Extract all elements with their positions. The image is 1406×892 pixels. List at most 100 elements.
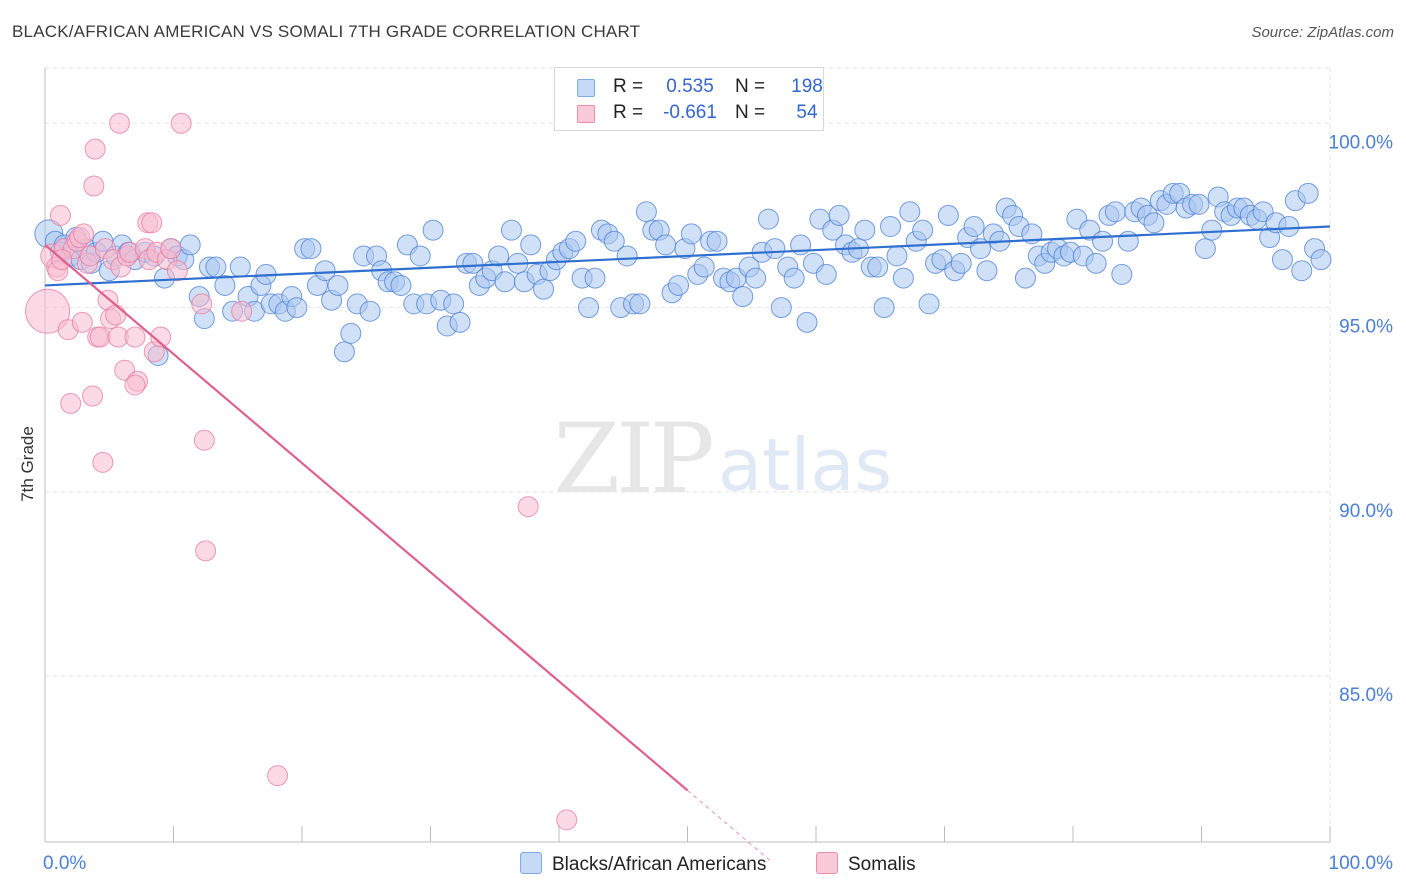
point-blacks <box>520 234 542 256</box>
point-blacks <box>732 286 754 308</box>
y-tick-label: 100.0% <box>1329 132 1394 153</box>
legend-label-somalis: Somalis <box>848 854 916 875</box>
point-somalis <box>105 304 127 326</box>
point-blacks <box>854 219 876 241</box>
point-blacks <box>918 293 940 315</box>
point-blacks <box>488 245 510 267</box>
point-somalis <box>71 311 93 333</box>
point-blacks <box>770 297 792 319</box>
r-value: 0.535 <box>666 76 714 97</box>
point-blacks <box>867 256 889 278</box>
legend-swatch-somalis <box>816 852 838 874</box>
point-blacks <box>340 322 362 344</box>
point-blacks <box>565 230 587 252</box>
point-blacks <box>693 256 715 278</box>
watermark-atlas: atlas <box>718 423 892 507</box>
point-blacks <box>937 204 959 226</box>
y-tick-label: 90.0% <box>1339 501 1393 522</box>
point-blacks <box>333 341 355 363</box>
point-blacks <box>1297 182 1319 204</box>
point-somalis <box>82 385 104 407</box>
point-blacks <box>449 311 471 333</box>
point-blacks <box>462 252 484 274</box>
point-blacks <box>578 297 600 319</box>
stats-box: R = 0.535 N = 198 R = -0.661 N = 54 <box>554 67 824 131</box>
point-blacks <box>745 267 767 289</box>
point-blacks <box>783 267 805 289</box>
point-blacks <box>422 219 444 241</box>
point-blacks <box>533 278 555 300</box>
trend-lines <box>44 225 1331 862</box>
point-blacks <box>616 245 638 267</box>
point-blacks <box>494 271 516 293</box>
point-blacks <box>796 311 818 333</box>
point-blacks <box>1310 249 1332 271</box>
point-blacks <box>886 245 908 267</box>
point-blacks <box>1278 215 1300 237</box>
point-somalis <box>89 326 111 348</box>
point-blacks <box>443 293 465 315</box>
point-somalis <box>191 293 213 315</box>
point-blacks <box>880 215 902 237</box>
chart-title: BLACK/AFRICAN AMERICAN VS SOMALI 7TH GRA… <box>12 22 641 41</box>
point-blacks <box>286 297 308 319</box>
point-blacks <box>815 263 837 285</box>
point-somalis <box>517 496 539 518</box>
point-somalis <box>231 300 253 322</box>
point-blacks <box>899 201 921 223</box>
point-blacks <box>1143 212 1165 234</box>
point-blacks <box>950 252 972 274</box>
point-somalis <box>73 223 95 245</box>
point-somalis <box>141 212 163 234</box>
point-blacks <box>706 230 728 252</box>
point-somalis <box>195 540 217 562</box>
point-somalis <box>83 175 105 197</box>
point-blacks <box>976 260 998 282</box>
x-tick-label: 100.0% <box>1329 853 1394 874</box>
source-credit: Source: ZipAtlas.com <box>1251 24 1394 41</box>
point-blacks <box>500 219 522 241</box>
stats-swatch-somalis <box>577 105 595 123</box>
point-blacks <box>912 219 934 241</box>
point-blacks <box>1194 238 1216 260</box>
point-somalis <box>166 260 188 282</box>
point-blacks <box>764 238 786 260</box>
point-blacks <box>584 267 606 289</box>
point-blacks <box>629 293 651 315</box>
point-somalis <box>556 809 578 831</box>
point-blacks <box>1201 219 1223 241</box>
point-blacks <box>1014 267 1036 289</box>
point-blacks <box>314 260 336 282</box>
point-blacks <box>390 274 412 296</box>
point-blacks <box>1104 201 1126 223</box>
r-label: R = <box>613 76 644 97</box>
n-label: N = <box>735 102 766 123</box>
point-blacks <box>892 267 914 289</box>
point-somalis <box>109 112 131 134</box>
point-blacks <box>327 274 349 296</box>
point-blacks <box>1188 193 1210 215</box>
point-blacks <box>655 234 677 256</box>
y-tick-labels: 85.0% 90.0% 95.0% 100.0% <box>1329 132 1394 706</box>
axes <box>44 68 1331 843</box>
point-blacks <box>205 256 227 278</box>
legend-item-blacks[interactable]: Blacks/African Americans <box>520 852 766 876</box>
watermark-zip: ZIP <box>553 403 712 515</box>
point-somalis <box>84 138 106 160</box>
y-tick-label: 95.0% <box>1339 317 1393 338</box>
point-blacks <box>1085 252 1107 274</box>
legend-item-somalis[interactable]: Somalis <box>816 852 916 876</box>
point-somalis <box>150 326 172 348</box>
n-label: N = <box>735 76 766 97</box>
point-somalis <box>124 326 146 348</box>
point-blacks <box>359 300 381 322</box>
y-tick-label: 85.0% <box>1339 685 1393 706</box>
watermark: ZIP atlas <box>553 403 892 515</box>
point-somalis <box>25 288 71 334</box>
r-label: R = <box>613 102 644 123</box>
legend-swatch-blacks <box>520 852 542 874</box>
point-blacks <box>229 256 251 278</box>
point-blacks <box>668 274 690 296</box>
point-blacks <box>873 297 895 319</box>
